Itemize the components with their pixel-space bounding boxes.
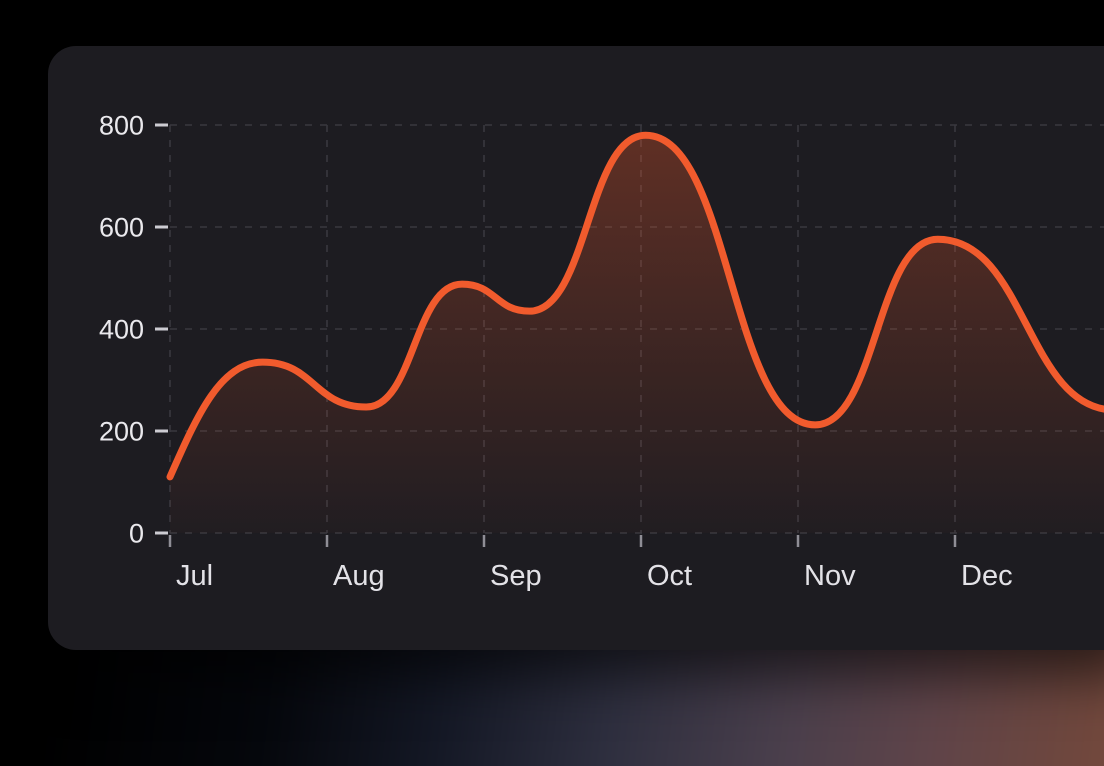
x-axis-label: Aug xyxy=(333,560,385,592)
trend-line xyxy=(166,131,1104,481)
area-chart: 0 200 400 600 800 Jul Aug Sep Oct Nov Dec xyxy=(99,110,1104,592)
y-axis-label: 0 xyxy=(129,518,144,548)
chart-card: 0 200 400 600 800 Jul Aug Sep Oct Nov Dec xyxy=(48,46,1104,650)
area-fill xyxy=(170,135,1104,533)
x-axis-label: Oct xyxy=(647,560,692,592)
x-axis-label: Jul xyxy=(176,560,213,592)
x-axis-label: Sep xyxy=(490,560,542,592)
y-axis-label: 800 xyxy=(99,110,144,140)
y-axis-label: 400 xyxy=(99,314,144,344)
x-axis-label: Nov xyxy=(804,560,856,592)
y-axis-label: 600 xyxy=(99,212,144,242)
y-axis-label: 200 xyxy=(99,416,144,446)
x-axis-label: Dec xyxy=(961,560,1013,592)
